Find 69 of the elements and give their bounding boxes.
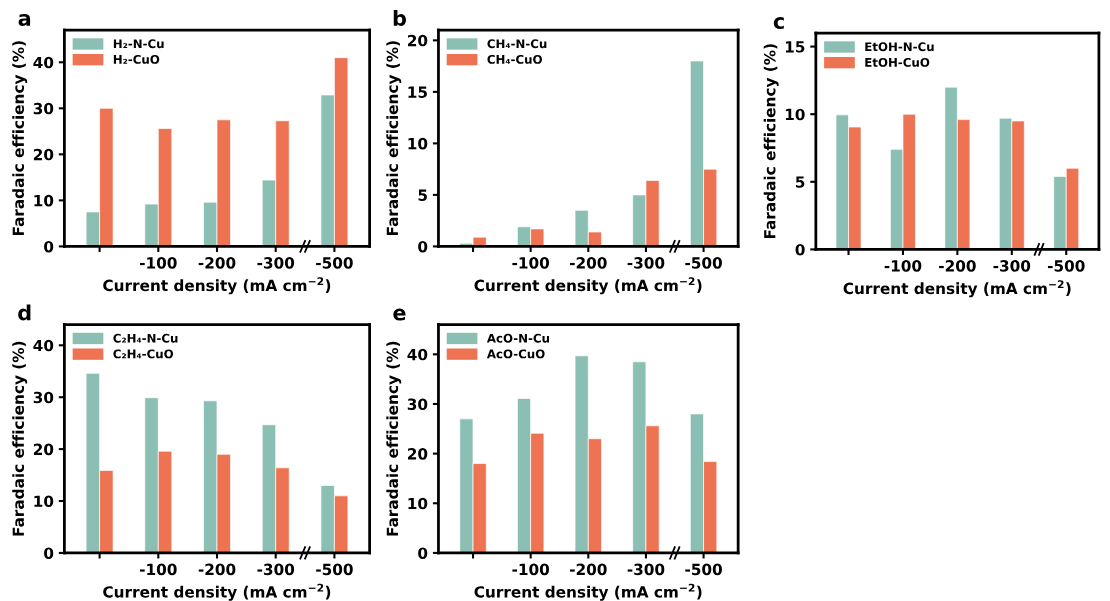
x-tick-label: -200	[939, 260, 976, 272]
x-axis-title: Current density (mA cm$^{−2}$)	[843, 280, 1071, 298]
x-tick-label: -300	[627, 563, 665, 576]
y-tick-label: 10	[785, 108, 805, 121]
x-tick-label: -500	[316, 257, 353, 269]
chart-title: a	[18, 14, 31, 27]
y-tick-label: 40	[407, 348, 428, 361]
legend-label: H₂-N-Cu	[113, 39, 164, 49]
x-axis-title: Current density (mA cm$^{−2}$)	[103, 583, 331, 601]
legend-label: AcO-CuO	[486, 349, 545, 359]
x-axis-title: Current density (mA cm$^{−2}$)	[103, 277, 331, 295]
y-tick-label: 0	[418, 547, 428, 559]
chart-title: b	[393, 9, 407, 27]
y-tick-label: 5	[795, 176, 805, 188]
x-axis-title: Current density (mA cm$^{−2}$)	[474, 277, 702, 295]
legend-label: H₂-CuO	[113, 54, 160, 64]
y-tick-label: 0	[418, 240, 428, 253]
x-tick-label: -100	[140, 563, 177, 576]
x-tick-label: -100	[140, 257, 177, 269]
y-tick-label: 20	[33, 443, 54, 456]
y-tick-label: 30	[33, 391, 54, 404]
x-tick-label: -200	[570, 257, 607, 269]
y-tick-label: 10	[408, 497, 428, 510]
legend-label: EtOH-CuO	[865, 57, 930, 67]
legend-label: C₂H₄-N-Cu	[113, 333, 178, 343]
y-tick-label: 0	[44, 547, 54, 559]
y-tick-label: 0	[795, 243, 805, 256]
y-tick-label: 30	[33, 102, 54, 115]
y-tick-label: 15	[785, 41, 805, 53]
y-tick-label: 20	[407, 34, 428, 47]
y-axis-title: Faradaic efficiency (%)	[12, 341, 28, 536]
y-tick-label: 40	[33, 339, 54, 352]
x-tick-label: -300	[257, 563, 295, 576]
y-axis-title: Faradaic efficiency (%)	[763, 44, 779, 239]
x-tick-label: -500	[685, 563, 722, 576]
legend-label: CH₄-CuO	[487, 54, 542, 64]
x-tick-label: -500	[1047, 260, 1085, 272]
x-tick-label: -100	[512, 257, 550, 269]
x-tick-label: -200	[198, 563, 236, 576]
y-tick-label: 10	[34, 495, 54, 508]
legend-label: EtOH-N-Cu	[865, 42, 934, 52]
x-tick-label: -200	[198, 257, 236, 269]
y-tick-label: 10	[34, 194, 54, 207]
chart-title: d	[18, 304, 31, 321]
y-tick-label: 30	[407, 398, 428, 410]
legend-label: AcO-N-Cu	[486, 333, 549, 343]
y-tick-label: 20	[33, 148, 54, 161]
y-tick-label: 10	[408, 137, 428, 150]
legend-label: C₂H₄-CuO	[113, 349, 174, 359]
y-tick-label: 15	[408, 86, 427, 98]
legend-label: CH₄-N-Cu	[487, 39, 547, 49]
y-tick-label: 40	[33, 56, 54, 69]
y-tick-label: 20	[407, 448, 428, 460]
x-tick-label: -100	[512, 563, 550, 576]
x-tick-label: -200	[570, 563, 607, 576]
x-tick-label: -500	[685, 257, 722, 269]
chart-title: c	[773, 17, 784, 30]
y-axis-title: Faradaic efficiency (%)	[12, 41, 28, 236]
chart-title: e	[393, 308, 406, 321]
x-tick-label: -300	[993, 260, 1031, 272]
y-axis-title: Faradaic efficiency (%)	[386, 41, 402, 236]
x-tick-label: -300	[627, 257, 665, 269]
x-axis-title: Current density (mA cm$^{−2}$)	[474, 583, 702, 601]
x-tick-label: -500	[316, 563, 353, 576]
x-tick-label: -100	[884, 260, 922, 272]
y-tick-label: 0	[44, 240, 54, 253]
x-tick-label: -300	[257, 257, 295, 269]
y-axis-title: Faradaic efficiency (%)	[386, 341, 402, 536]
y-tick-label: 5	[418, 189, 427, 201]
